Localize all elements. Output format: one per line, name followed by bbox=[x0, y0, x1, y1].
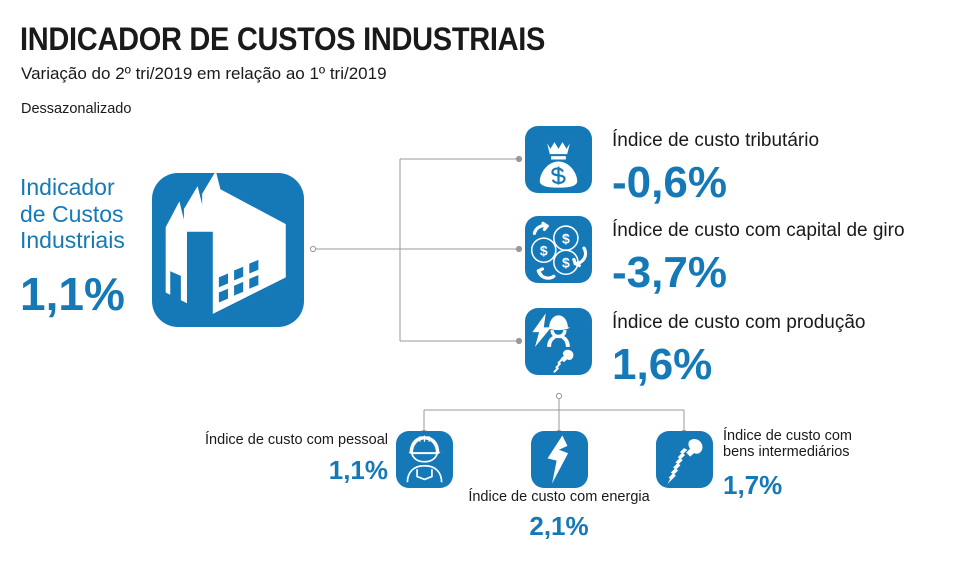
svg-text:$: $ bbox=[540, 243, 548, 259]
svg-text:$: $ bbox=[562, 230, 570, 246]
svg-text:$: $ bbox=[562, 255, 570, 271]
